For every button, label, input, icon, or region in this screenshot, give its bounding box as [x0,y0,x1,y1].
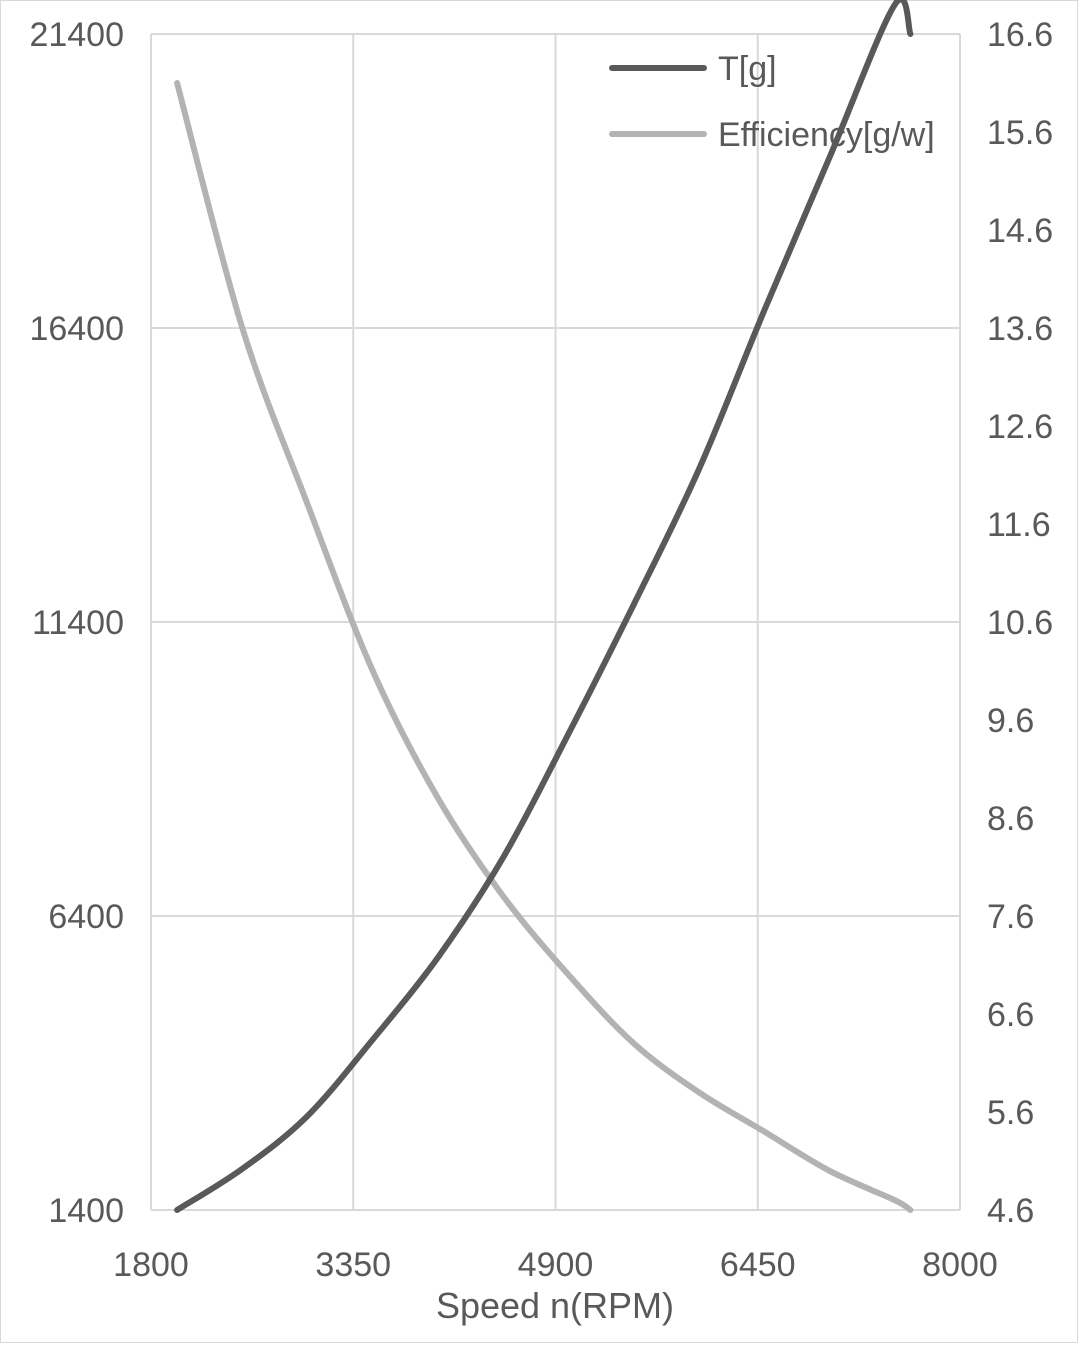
x-axis-title: Speed n(RPM) [436,1285,674,1326]
y-left-tick-label: 21400 [29,16,124,54]
y-left-tick-label: 6400 [48,898,124,936]
x-tick-label: 1800 [113,1246,189,1284]
x-axis-ticks: 1800 3350 4900 6450 8000 [113,1246,998,1284]
y-right-tick-label: 14.6 [987,212,1053,250]
grid-lines [150,33,961,1211]
series-line-thrust [174,0,914,1213]
y-right-tick-label: 4.6 [987,1192,1034,1230]
x-tick-label: 4900 [518,1246,594,1284]
x-tick-label: 8000 [922,1246,998,1284]
y-right-axis-ticks: 4.6 5.6 6.6 7.6 8.6 9.6 10.6 11.6 12.6 13.6 14.6 15… [987,16,1053,1230]
legend-label: Efficiency[g/w] [718,116,935,154]
y-right-tick-label: 6.6 [987,996,1034,1034]
y-right-tick-label: 8.6 [987,800,1034,838]
y-right-tick-label: 11.6 [987,506,1051,544]
y-right-tick-label: 12.6 [987,408,1053,446]
y-right-tick-label: 13.6 [987,310,1053,348]
y-right-tick-label: 10.6 [987,604,1053,642]
legend-label: T[g] [718,50,777,88]
series-line-efficiency [174,80,914,1213]
y-right-tick-label: 16.6 [987,16,1053,54]
y-left-tick-label: 16400 [29,310,124,348]
y-left-axis-ticks: 1400 6400 11400 16400 21400 [29,16,124,1230]
y-right-tick-label: 7.6 [987,898,1034,936]
y-left-tick-label: 11400 [32,604,124,642]
series-layer [174,0,914,1213]
y-right-tick-label: 15.6 [987,114,1053,152]
y-left-tick-label: 1400 [48,1192,124,1230]
x-tick-label: 6450 [720,1246,796,1284]
y-right-tick-label: 5.6 [987,1094,1034,1132]
y-right-tick-label: 9.6 [987,702,1034,740]
x-tick-label: 3350 [315,1246,391,1284]
legend: T[g] Efficiency[g/w] [609,50,935,154]
